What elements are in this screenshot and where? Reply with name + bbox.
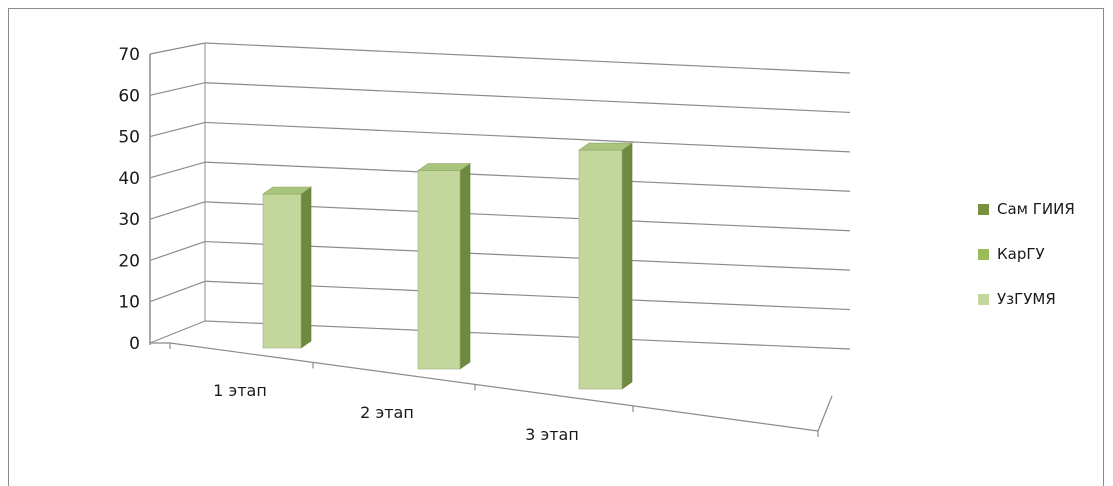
bar-top-2: [578, 142, 633, 151]
x-axis-line: [169, 342, 819, 432]
bar-side-0: [300, 186, 312, 349]
legend-swatch-sam-giiya: [978, 203, 989, 215]
x-tick-labels: 1 этап 2 этап 3 этап: [213, 381, 579, 444]
grid-side-70: [149, 42, 206, 55]
grid-side-50: [149, 121, 206, 138]
legend-swatch-kargu: [978, 248, 989, 260]
y-tick-label-20: 20: [118, 251, 140, 271]
grid-back-30: [204, 201, 851, 232]
bar-top-0: [262, 186, 312, 195]
grid-side-60: [149, 82, 206, 96]
legend-swatch-uzgumya: [978, 293, 989, 305]
gridlines: [149, 42, 851, 350]
bar-2: [578, 142, 633, 390]
axes: [149, 43, 833, 437]
y-tick-label-70: 70: [118, 45, 140, 65]
y-tick-label-60: 60: [118, 86, 140, 106]
x-tick-label-1: 1 этап: [213, 381, 267, 400]
legend-label-kargu: КарГУ: [997, 245, 1045, 263]
bar-0: [262, 186, 312, 349]
grid-back-40: [204, 161, 851, 192]
legend: Сам ГИИЯ КарГУ УзГУМЯ: [978, 200, 1108, 335]
floor-right-edge: [817, 395, 833, 432]
y-tick-label-0: 0: [129, 334, 140, 354]
x-tick-label-2: 2 этап: [360, 403, 414, 422]
grid-back-50: [204, 121, 851, 153]
bar-side-2: [621, 142, 633, 390]
grid-back-70: [204, 42, 851, 74]
bar-1: [417, 162, 471, 370]
bar-front-2: [578, 149, 623, 390]
bars: [262, 142, 633, 390]
bar-top-1: [417, 163, 471, 171]
y-tick-label-10: 10: [118, 293, 140, 313]
bar-front-0: [262, 193, 302, 349]
legend-item-kargu: КарГУ: [978, 245, 1108, 263]
grid-back-0: [204, 320, 851, 350]
grid-back-60: [204, 82, 851, 114]
y-tick-labels: 0 10 20 30 40 50 60 70: [118, 45, 140, 354]
x-tick-label-3: 3 этап: [525, 425, 579, 444]
bar-front-1: [417, 170, 461, 370]
legend-label-uzgumya: УзГУМЯ: [997, 290, 1056, 308]
y-tick-label-40: 40: [118, 169, 140, 189]
y-tick-label-50: 50: [118, 128, 140, 148]
legend-item-uzgumya: УзГУМЯ: [978, 290, 1108, 308]
legend-label-sam-giiya: Сам ГИИЯ: [997, 200, 1075, 218]
legend-item-sam-giiya: Сам ГИИЯ: [978, 200, 1108, 218]
grid-side-30: [149, 201, 206, 220]
grid-side-40: [149, 161, 206, 179]
grid-back-20: [204, 240, 851, 271]
grid-back-10: [204, 280, 851, 311]
grid-side-20: [149, 241, 206, 261]
grid-side-10: [149, 280, 206, 303]
grid-side-0: [149, 320, 206, 344]
bar-side-1: [459, 162, 471, 370]
y-tick-label-30: 30: [118, 210, 140, 230]
